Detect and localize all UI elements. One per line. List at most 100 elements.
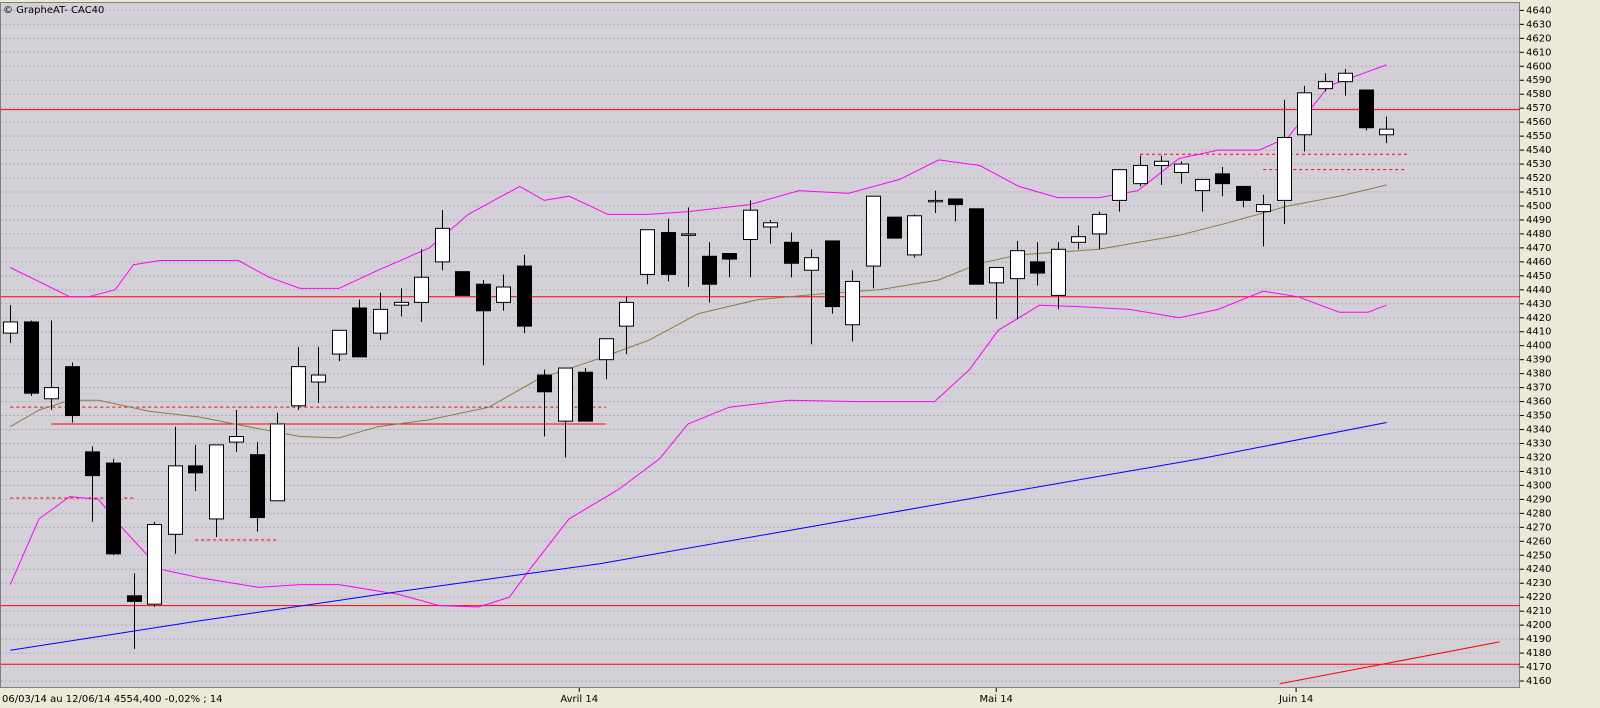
y-tick-label: 4220 (1526, 592, 1551, 603)
candle-body (65, 366, 80, 417)
y-tick-label: 4210 (1526, 606, 1551, 617)
candle-body (1297, 92, 1312, 136)
candles (3, 69, 1394, 649)
y-tick-label: 4350 (1526, 411, 1551, 422)
y-tick-label: 4160 (1526, 676, 1551, 687)
candle-body (1071, 236, 1086, 243)
y-tick-label: 4570 (1526, 103, 1551, 114)
y-tick-label: 4380 (1526, 369, 1551, 380)
candle-body (44, 387, 59, 400)
candle-body (229, 436, 244, 443)
x-tick-label: Avril 14 (560, 694, 598, 705)
candle-body (106, 462, 121, 555)
candle-body (270, 423, 285, 502)
candle-body (804, 257, 819, 271)
indicator-line (10, 184, 1387, 439)
candle-body (147, 524, 162, 605)
candle-body (702, 255, 717, 285)
candle-body (537, 374, 552, 393)
candle-body (948, 198, 963, 206)
candle-body (1195, 178, 1210, 192)
indicator-line (9, 290, 1387, 608)
candle-body (3, 321, 18, 334)
y-tick-label: 4340 (1526, 425, 1551, 436)
candle-body (332, 329, 347, 355)
candle-body (578, 371, 593, 422)
candle-body (496, 286, 511, 303)
y-tick-label: 4250 (1526, 550, 1551, 561)
y-tick-label: 4530 (1526, 159, 1551, 170)
candle-body (127, 595, 142, 602)
candle-body (188, 465, 203, 474)
candle-body (24, 321, 39, 394)
candle-body (414, 276, 429, 303)
candle-body (763, 222, 778, 228)
chart-title: © GrapheAT- CAC40 (3, 5, 104, 16)
plot-area (0, 2, 1520, 688)
y-tick-label: 4320 (1526, 452, 1551, 463)
y-tick-label: 4170 (1526, 662, 1551, 673)
candle-body (681, 233, 696, 236)
candle-body (1092, 213, 1107, 235)
candle-body (825, 240, 840, 308)
candle-body (85, 451, 100, 477)
candle-body (907, 215, 922, 256)
y-tick-label: 4270 (1526, 522, 1551, 533)
y-tick-label: 4390 (1526, 355, 1551, 366)
y-tick-label: 4630 (1526, 19, 1551, 30)
candle-body (1215, 173, 1230, 185)
y-tick-label: 4360 (1526, 397, 1551, 408)
y-tick-label: 4330 (1526, 438, 1551, 449)
y-tick-label: 4430 (1526, 299, 1551, 310)
indicator-line (10, 422, 1387, 651)
candle-body (599, 338, 614, 361)
indicator-line (1279, 641, 1500, 685)
y-tick-label: 4500 (1526, 201, 1551, 212)
candle-body (640, 229, 655, 275)
x-tick-label: Juin 14 (1278, 694, 1313, 705)
candle-body (1359, 89, 1374, 129)
y-tick-label: 4480 (1526, 229, 1551, 240)
y-tick-label: 4490 (1526, 215, 1551, 226)
y-tick-label: 4370 (1526, 383, 1551, 394)
candle-body (1338, 72, 1353, 83)
candle-body (1112, 169, 1127, 201)
y-tick-label: 4590 (1526, 75, 1551, 86)
candle-body (435, 227, 450, 263)
y-tick-label: 4640 (1526, 5, 1551, 16)
y-tick-label: 4290 (1526, 494, 1551, 505)
y-tick-label: 4300 (1526, 480, 1551, 491)
candle-body (845, 280, 860, 326)
candle-body (1174, 163, 1189, 173)
candle-body (969, 208, 984, 285)
y-tick-label: 4450 (1526, 271, 1551, 282)
candle-body (619, 301, 634, 327)
y-tick-label: 4560 (1526, 117, 1551, 128)
x-tick-label: Mai 14 (979, 694, 1012, 705)
y-tick-label: 4410 (1526, 327, 1551, 338)
candle-body (661, 232, 676, 275)
y-tick-label: 4460 (1526, 257, 1551, 268)
y-tick-label: 4310 (1526, 466, 1551, 477)
y-tick-label: 4620 (1526, 33, 1551, 44)
candle-body (1379, 128, 1394, 136)
candle-body (1030, 261, 1045, 274)
y-tick-label: 4550 (1526, 131, 1551, 142)
candle-body (1010, 250, 1025, 280)
candle-body (866, 195, 881, 267)
candle-body (1277, 137, 1292, 201)
candle-body (209, 444, 224, 520)
candle-body (394, 301, 409, 306)
y-tick-label: 4600 (1526, 61, 1551, 72)
candle-body (887, 216, 902, 239)
y-tick-label: 4520 (1526, 173, 1551, 184)
candle-body (1256, 204, 1271, 213)
y-tick-label: 4510 (1526, 187, 1551, 198)
candle-body (989, 266, 1004, 284)
candle-body (373, 308, 388, 334)
y-tick-label: 4440 (1526, 285, 1551, 296)
y-tick-label: 4470 (1526, 243, 1551, 254)
y-tick-label: 4190 (1526, 634, 1551, 645)
y-tick-label: 4540 (1526, 145, 1551, 156)
